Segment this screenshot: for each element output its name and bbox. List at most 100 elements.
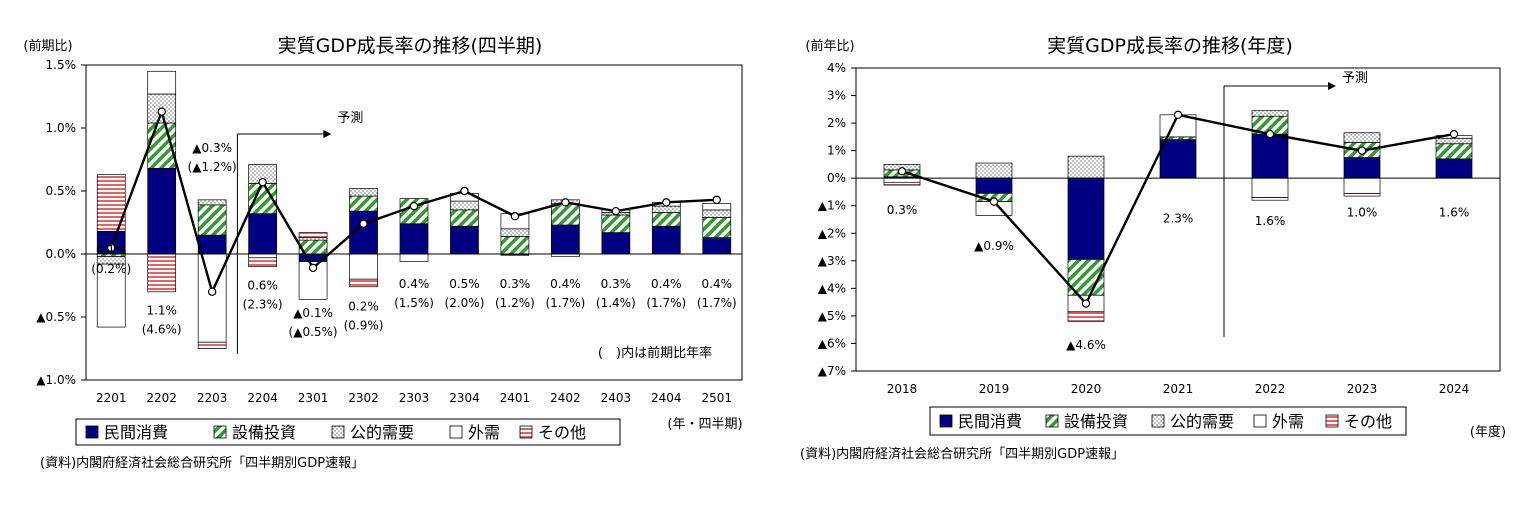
gdp-point <box>510 211 520 221</box>
bar-segment <box>601 232 631 255</box>
x-tick-label: 2023 <box>1347 382 1378 396</box>
x-tick-label: 2020 <box>1071 382 1102 396</box>
bar-segment <box>349 253 378 280</box>
legend-swatch <box>939 414 953 428</box>
y-tick-label: 0% <box>827 171 846 185</box>
source-note: (資料)内閣府経済社会総合研究所「四半期別GDP速報」 <box>40 455 364 471</box>
y-tick-label: 1.0% <box>46 121 77 135</box>
x-tick-label: 2018 <box>887 382 918 396</box>
data-label: (1.5%) <box>394 296 434 310</box>
bar-segment <box>197 199 227 206</box>
bar-segment <box>197 253 227 343</box>
bar-segment <box>702 237 732 255</box>
x-tick-label: 2021 <box>1163 382 1194 396</box>
x-tick-label: 2403 <box>601 391 632 405</box>
source-note: (資料)内閣府経済社会総合研究所「四半期別GDP速報」 <box>800 446 1124 462</box>
data-label: 1.6% <box>1439 206 1470 220</box>
bar-segment <box>975 162 1013 179</box>
bar-segment <box>147 122 177 169</box>
bar-segment <box>1159 139 1197 179</box>
data-label: ▲4.6% <box>1066 338 1106 352</box>
data-label: 1.6% <box>1255 214 1286 228</box>
bar-segment <box>1067 155 1105 179</box>
legend-swatch <box>1253 414 1267 428</box>
bar-segment <box>601 214 631 233</box>
bar-segment <box>298 232 328 238</box>
bar-segment <box>1251 177 1289 198</box>
bar-segment <box>1067 177 1105 260</box>
y-tick-label: ▲2% <box>818 226 846 240</box>
legend-label: その他 <box>538 423 586 442</box>
legend-swatch <box>1151 414 1165 428</box>
bar-segment <box>96 263 126 328</box>
bar-segment <box>651 205 681 213</box>
gdp-point <box>561 198 570 207</box>
legend-swatch <box>519 425 533 439</box>
data-label: 0.6% <box>247 278 278 292</box>
data-label: (▲1.2%) <box>188 160 237 174</box>
bar-segment <box>399 253 429 262</box>
y-axis-label: (前年比) <box>805 38 854 54</box>
gdp-point <box>1357 146 1367 155</box>
bar-segment <box>197 341 227 349</box>
data-label: 0.4% <box>702 277 733 291</box>
forecast-arrowhead <box>1328 82 1336 90</box>
gdp-point <box>1081 299 1091 308</box>
bar-segment <box>147 167 177 255</box>
plot-frame <box>85 64 743 381</box>
legend-label: その他 <box>1344 412 1392 431</box>
legend-swatch <box>85 425 99 439</box>
bar-segment <box>1435 143 1473 160</box>
x-tick-label: 2019 <box>979 382 1010 396</box>
gdp-point <box>460 186 469 196</box>
data-label: (0.9%) <box>344 319 384 333</box>
bar-segment <box>147 70 177 95</box>
y-tick-label: 3% <box>827 89 846 103</box>
bar-segment <box>1251 197 1289 201</box>
x-tick-label: 2404 <box>651 391 682 405</box>
data-label: 0.4% <box>651 277 682 291</box>
x-tick-label: 2024 <box>1439 382 1470 396</box>
gdp-point <box>897 167 907 176</box>
bar-segment <box>1343 192 1381 197</box>
bar-segment <box>450 209 479 227</box>
bar-segment <box>651 225 681 255</box>
x-tick-label: 2303 <box>399 391 430 405</box>
bar-segment <box>883 181 921 186</box>
data-label: ▲0.9% <box>974 239 1014 253</box>
quarterly-chart: 実質GDP成長率の推移(四半期) (前期比) 1.5% 1.0% 0.5% 0.0% ▲0.… <box>23 35 742 471</box>
data-label: 0.4% <box>399 277 430 291</box>
x-tick-label: 2501 <box>701 391 732 405</box>
forecast-label: 予測 <box>1342 71 1368 86</box>
bar-segment <box>248 213 277 255</box>
data-label: ▲0.1% <box>293 306 333 320</box>
chart-title: 実質GDP成長率の推移(年度) <box>1047 35 1293 57</box>
bar-segment <box>975 177 1013 194</box>
bar-segment <box>551 203 580 226</box>
bar-segment <box>1435 158 1473 179</box>
y-tick-label: ▲7% <box>818 364 846 378</box>
data-label: (4.6%) <box>142 322 182 336</box>
bar-segment <box>1067 311 1105 322</box>
gdp-point <box>712 195 721 205</box>
bar-segment <box>197 204 227 236</box>
annual-chart: 実質GDP成長率の推移(年度) (前年比) 4% 3% 2% 1% 0% ▲1% ▲2% ▲3% ▲… <box>800 35 1506 462</box>
gdp-point <box>258 177 267 187</box>
legend-swatch <box>331 425 345 439</box>
x-tick-label: 2201 <box>96 391 127 405</box>
y-tick-label: ▲3% <box>818 254 846 268</box>
bar-segment <box>702 203 732 211</box>
bar-segment <box>1343 132 1381 143</box>
data-label: 2.3% <box>1163 211 1194 225</box>
chart-note: ( )内は前期比年率 <box>598 345 712 361</box>
y-tick-label: 2% <box>827 116 846 130</box>
legend-box <box>929 406 1407 436</box>
data-label: 0.3% <box>887 203 918 217</box>
x-tick-label: 2401 <box>500 391 531 405</box>
x-tick-label: 2302 <box>348 391 379 405</box>
data-label: (1.2%) <box>495 296 535 310</box>
gdp-point <box>662 198 671 207</box>
gdp-point <box>409 201 419 211</box>
y-tick-label: ▲4% <box>818 281 846 295</box>
legend-label: 公的需要 <box>350 423 414 442</box>
